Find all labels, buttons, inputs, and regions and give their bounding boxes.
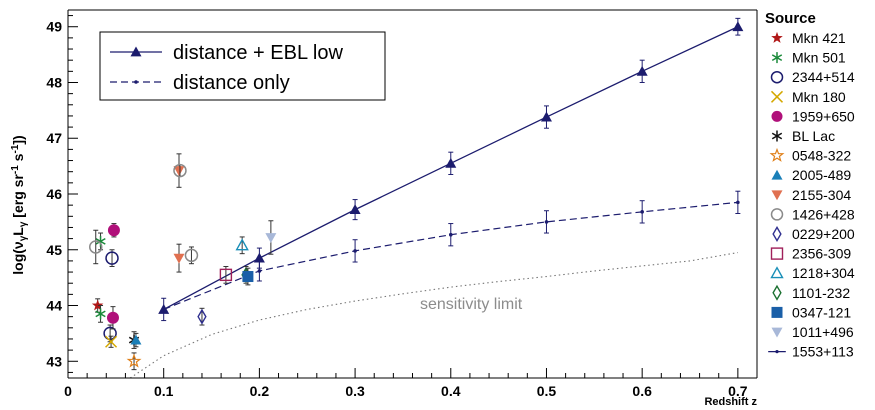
point-2356-309 (219, 268, 233, 282)
sensitivity-limit-curve (129, 252, 738, 379)
y-tick-label: 44 (46, 298, 62, 314)
legend-marker-mkn-421 (771, 31, 783, 43)
legend-label-0548-322: 0548-322 (792, 148, 851, 164)
point-1011-496 (265, 233, 277, 243)
legend-label-2344-514: 2344+514 (792, 69, 855, 85)
distance-only-point (448, 232, 453, 237)
legend-label-mkn-501: Mkn 501 (792, 50, 846, 66)
distance-only-line (163, 201, 738, 310)
legend-marker-2005-489 (771, 169, 783, 180)
legend-label-2356-309: 2356-309 (792, 246, 851, 262)
distance-only-point (257, 269, 262, 273)
distance-only-point (640, 210, 644, 214)
sensitivity-annotation: sensitivity limit (420, 296, 523, 313)
legend-label-1101-232: 1101-232 (792, 285, 850, 301)
x-tick-label: 0.7 (728, 383, 748, 399)
point-1959-650 (107, 224, 120, 237)
ebl-low-point (349, 204, 361, 215)
legend-label-1426-428: 1426+428 (792, 206, 855, 222)
ebl-low-point (445, 157, 457, 168)
ebl-low-point (253, 252, 265, 263)
inset-legend-label: distance only (173, 72, 290, 94)
legend-marker-mkn-501 (771, 52, 783, 64)
errorbar-1426-428 (93, 229, 99, 265)
distance-only-point (544, 220, 549, 224)
legend-marker-1959-650 (771, 110, 783, 122)
legend-label-1011-496: 1011+496 (792, 324, 854, 340)
point-mkn-421 (91, 299, 104, 311)
legend-label-1959-650: 1959+650 (792, 108, 855, 124)
ebl-low-point (732, 21, 744, 32)
point-0548-322 (126, 353, 142, 368)
legend-label-mkn-421: Mkn 421 (792, 30, 846, 46)
point-2005-489 (130, 334, 142, 345)
y-tick-label: 46 (46, 186, 62, 202)
legend-marker-1101-232 (772, 284, 782, 301)
point-mkn-501 (95, 235, 106, 247)
y-tick-label: 49 (46, 19, 62, 35)
legend-marker-1426-428 (770, 208, 784, 221)
y-tick-label: 43 (46, 353, 62, 369)
legend-label-2155-304: 2155-304 (792, 187, 851, 203)
x-tick-label: 0.2 (250, 383, 270, 399)
point-0347-121 (242, 271, 254, 283)
legend-label-1218-304: 1218+304 (792, 265, 855, 281)
x-tick-label: 0.3 (345, 383, 365, 399)
legend-marker-2344-514 (770, 70, 784, 84)
legend-title: Source (765, 10, 816, 27)
point-1959-650 (106, 311, 119, 324)
x-tick-label: 0.1 (154, 383, 174, 399)
legend-marker-mkn-180 (770, 90, 784, 103)
point-2155-304 (173, 253, 185, 264)
legend-marker-bl-lac (771, 130, 783, 142)
x-axis-label: Redshift z (704, 396, 757, 408)
point-mkn-501 (95, 308, 106, 320)
x-tick-label: 0.4 (441, 383, 461, 399)
x-tick-label: 0.5 (537, 383, 557, 399)
inset-legend-dot (134, 80, 138, 84)
point-0229-200 (197, 308, 207, 325)
legend-label-0229-200: 0229+200 (792, 226, 855, 242)
legend-label-mkn-180: Mkn 180 (792, 89, 846, 105)
point-2155-304 (173, 166, 185, 177)
legend-marker-1011-496 (771, 327, 783, 338)
y-tick-label: 47 (46, 130, 62, 146)
distance-only-point (353, 249, 357, 253)
y-tick-label: 48 (46, 74, 62, 90)
distance-only-point (736, 200, 740, 205)
inset-legend-triangle (130, 46, 142, 57)
legend-marker-2155-304 (771, 190, 783, 201)
point-1426-428 (89, 240, 103, 254)
point-2344-514 (105, 251, 119, 265)
legend-marker-1218-304 (770, 266, 784, 279)
ebl-low-point (636, 65, 648, 76)
ebl-low-point (540, 111, 552, 122)
point-1218-304 (235, 238, 249, 251)
point-1426-428 (173, 163, 187, 178)
x-tick-label: 0 (64, 383, 72, 399)
legend-marker-0229-200 (772, 226, 782, 242)
legend-label-1553-113: 1553+113 (792, 344, 854, 360)
inset-legend-box (99, 31, 386, 101)
legend-label-2005-489: 2005-489 (792, 167, 851, 183)
legend-label-bl-lac: BL Lac (792, 128, 835, 144)
point-2344-514 (103, 326, 117, 341)
legend-label-0347-121: 0347-121 (792, 304, 851, 320)
point-mkn-180 (105, 335, 118, 348)
legend-marker-2356-309 (770, 247, 784, 260)
x-tick-label: 0.6 (632, 383, 652, 399)
y-axis-label: log(νγLγ [erg sr-1 s-1]) (10, 135, 29, 274)
legend-marker-0347-121 (771, 306, 783, 318)
y-tick-label: 45 (46, 242, 62, 258)
point-1426-428 (184, 248, 199, 263)
legend-marker-0548-322 (769, 147, 785, 162)
legend-marker-1553-113 (768, 350, 786, 354)
inset-legend-label: distance + EBL low (173, 42, 343, 64)
